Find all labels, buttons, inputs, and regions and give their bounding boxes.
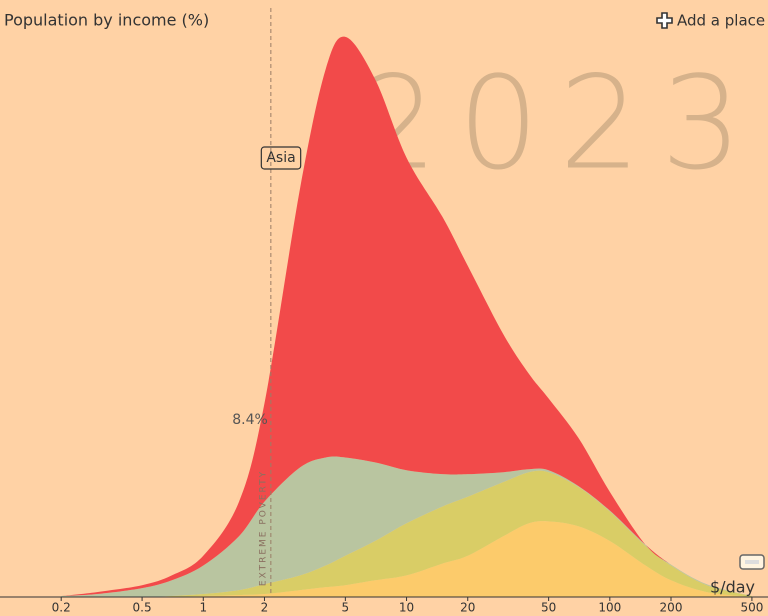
x-tick-label: 2 (261, 601, 269, 615)
plus-icon[interactable] (656, 12, 673, 29)
chart-title: Population by income (%) (4, 11, 209, 30)
x-tick-label: 50 (541, 601, 556, 615)
poverty-share: 8.4% (232, 412, 268, 428)
slider-grip[interactable] (745, 560, 759, 564)
series-label-box (260, 146, 302, 170)
x-tick-label: 500 (740, 601, 763, 615)
x-tick-label: 5 (342, 601, 350, 615)
plot (61, 36, 752, 598)
add-place-button[interactable]: Add a place (656, 12, 765, 30)
area (61, 456, 752, 598)
slider-handle[interactable] (739, 554, 765, 570)
area (61, 36, 752, 597)
x-tick-label: 10 (399, 601, 414, 615)
x-tick-label: 0.5 (133, 601, 152, 615)
x-tick-label: 100 (598, 601, 621, 615)
series-label-text: Asia (266, 150, 295, 166)
area (61, 470, 752, 598)
x-tick-label: 20 (460, 601, 475, 615)
x-tick-label: 1 (199, 601, 207, 615)
poverty-label: EXTREME POVERTY (258, 470, 268, 586)
area (61, 521, 752, 598)
x-tick-label: 0.2 (52, 601, 71, 615)
series-label: Asia (260, 146, 302, 170)
add-place[interactable]: Add a place (677, 12, 765, 30)
year: 2023 (356, 49, 762, 198)
x-axis-label: $/day (710, 578, 755, 597)
x-tick-label: 200 (660, 601, 683, 615)
